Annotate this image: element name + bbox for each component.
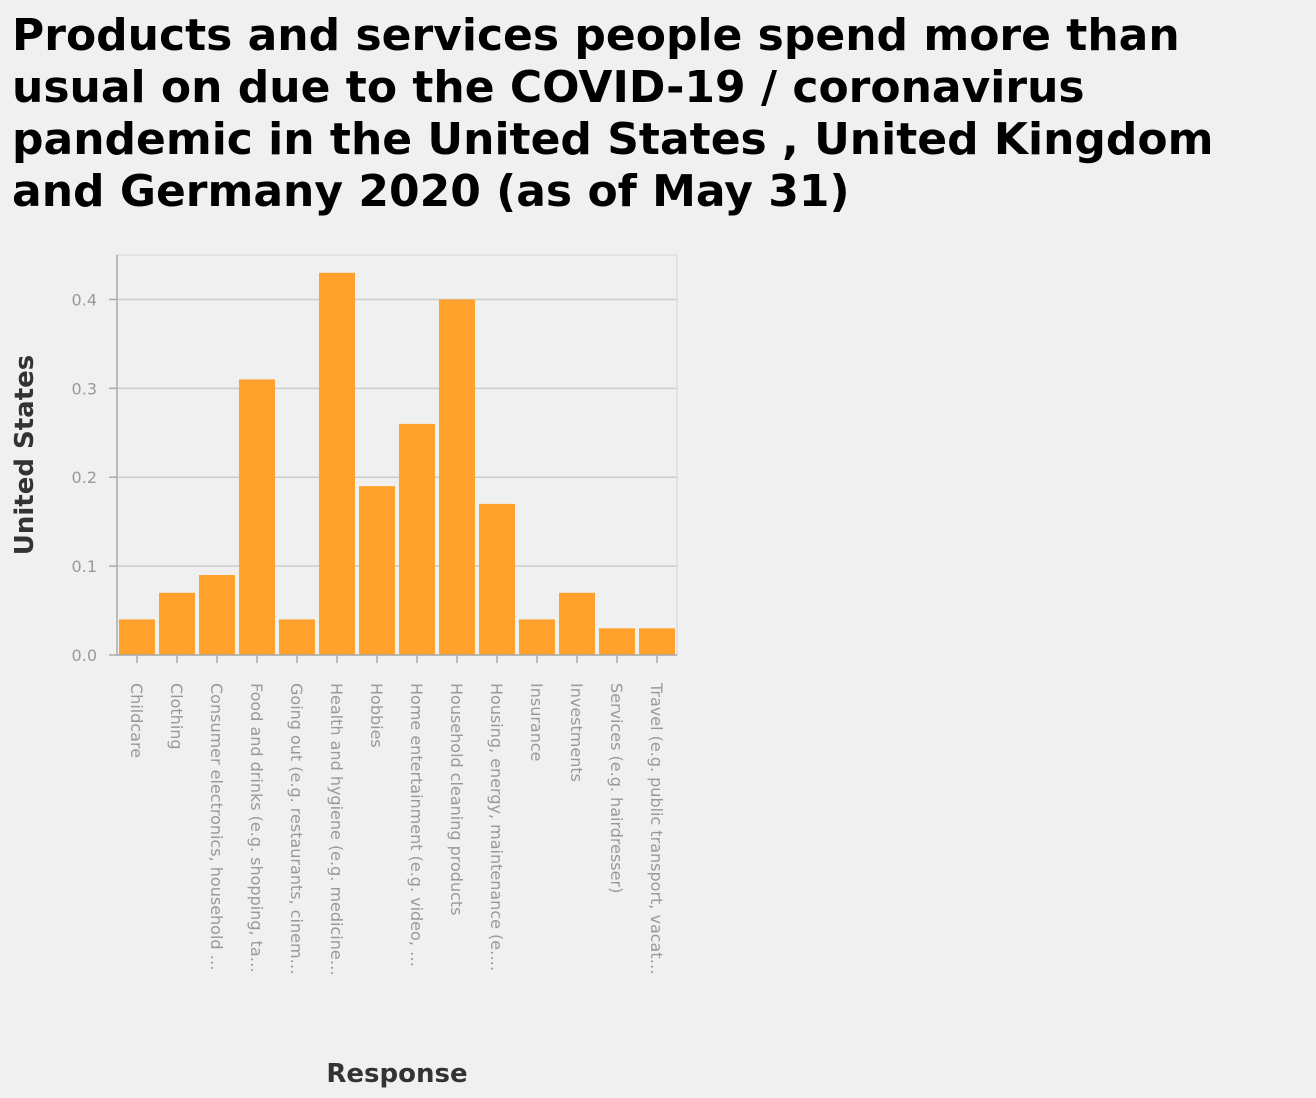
- y-tick-labels: 0.0 0.1 0.2 0.3 0.4: [72, 290, 97, 665]
- bar: [599, 628, 635, 655]
- bars: [119, 272, 675, 655]
- x-category-label: Home entertainment (e.g. video, …: [407, 683, 426, 967]
- bar: [559, 592, 595, 655]
- bar: [519, 619, 555, 655]
- x-category-label: Health and hygiene (e.g. medicine…: [327, 683, 346, 976]
- y-tick-label: 0.0: [72, 646, 97, 665]
- axes: [109, 255, 677, 663]
- x-category-label: Childcare: [127, 683, 146, 758]
- x-category-label: Household cleaning products: [447, 683, 466, 916]
- x-category-label: Going out (e.g. restaurants, cinem…: [287, 683, 306, 975]
- bar: [479, 503, 515, 655]
- x-category-label: Consumer electronics, household …: [207, 683, 226, 971]
- bar: [439, 299, 475, 655]
- x-category-label: Investments: [567, 683, 586, 782]
- x-axis-title: Response: [326, 1059, 467, 1089]
- x-category-label: Clothing: [167, 683, 186, 750]
- y-tick-label: 0.4: [72, 290, 97, 309]
- bar: [159, 592, 195, 655]
- x-category-label: Food and drinks (e.g. shopping, ta…: [247, 683, 266, 973]
- x-category-label: Insurance: [527, 683, 546, 762]
- bar: [319, 272, 355, 655]
- bar: [119, 619, 155, 655]
- bar: [239, 379, 275, 655]
- x-category-label: Hobbies: [367, 683, 386, 748]
- bar: [639, 628, 675, 655]
- x-category-label: Housing, energy, maintenance (e.…: [487, 683, 506, 971]
- bar: [359, 486, 395, 655]
- y-tick-label: 0.1: [72, 557, 97, 576]
- bar: [279, 619, 315, 655]
- bar: [399, 423, 435, 655]
- x-category-label: Services (e.g. hairdresser): [607, 683, 626, 893]
- chart-title: Products and services people spend more …: [12, 10, 1214, 217]
- y-axis-title: United States: [10, 355, 40, 556]
- y-tick-label: 0.2: [72, 468, 97, 487]
- x-category-label: Travel (e.g. public transport, vacat…: [647, 682, 666, 975]
- x-category-labels: Childcare Clothing Consumer electronics, h…: [127, 682, 666, 976]
- y-tick-label: 0.3: [72, 379, 97, 398]
- bar: [199, 575, 235, 655]
